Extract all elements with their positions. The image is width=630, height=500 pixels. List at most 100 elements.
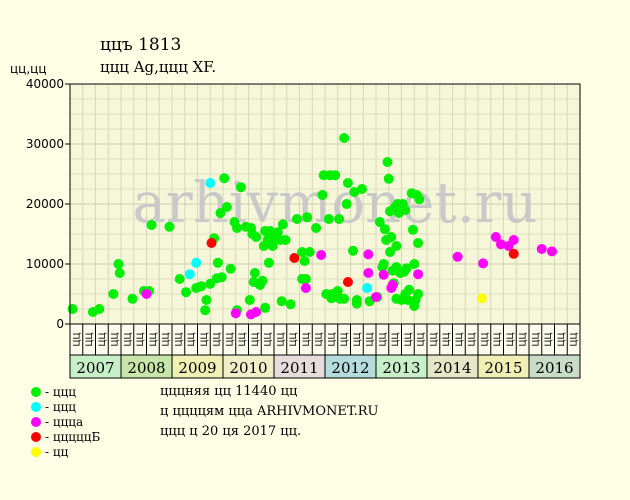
data-point: [184, 269, 195, 280]
quarter-label: ЦЦ: [289, 333, 299, 347]
data-point: [232, 223, 243, 233]
legend-label: - цц: [45, 445, 69, 459]
data-point: [341, 199, 352, 209]
data-point: [348, 245, 359, 256]
data-point: [212, 257, 223, 268]
data-point: [317, 190, 328, 200]
legend-label: - ццц: [45, 385, 76, 399]
quarter-label: ЦЦ: [493, 333, 503, 347]
quarter-label: ЦЦ: [315, 333, 325, 347]
data-point: [299, 256, 310, 266]
year-label: 2010: [229, 359, 267, 377]
quarter-label: ЦЦ: [136, 333, 146, 347]
data-point: [495, 239, 506, 250]
data-point: [206, 238, 217, 248]
quarter-label: ЦЦ: [442, 333, 452, 347]
quarter-label: ЦЦ: [570, 333, 580, 347]
data-point: [387, 280, 398, 290]
quarter-label: ЦЦ: [213, 333, 223, 347]
quarter-label: ЦЦ: [123, 333, 133, 347]
footer-note: ц ццццям ццa ARHIVMONET.RU: [160, 404, 379, 419]
y-tick-label: 30000: [26, 137, 64, 151]
data-point: [401, 263, 412, 274]
data-point: [349, 187, 360, 197]
data-point: [219, 173, 230, 184]
data-point: [249, 268, 260, 278]
quarter-label: ЦЦ: [544, 333, 554, 347]
data-point: [386, 232, 397, 242]
data-point: [225, 263, 236, 274]
data-point: [205, 178, 216, 188]
data-point: [379, 224, 390, 235]
data-point: [164, 221, 175, 232]
data-point: [300, 274, 311, 284]
data-point: [363, 249, 374, 260]
data-point: [413, 289, 424, 299]
data-point: [383, 173, 394, 184]
data-point: [174, 274, 185, 284]
data-point: [221, 202, 232, 212]
quarter-label: ЦЦ: [455, 333, 465, 347]
data-point: [201, 295, 212, 305]
data-point: [297, 247, 308, 257]
data-point: [378, 259, 389, 269]
quarter-label: ЦЦ: [531, 333, 541, 347]
data-point: [235, 182, 246, 193]
data-point: [260, 302, 271, 313]
data-point: [191, 257, 202, 268]
data-point: [409, 259, 420, 269]
year-label: 2012: [331, 359, 369, 377]
data-point: [285, 299, 296, 310]
quarter-label: ЦЦ: [327, 333, 337, 347]
data-point: [277, 219, 288, 230]
legend-marker: [31, 402, 41, 412]
data-point: [490, 232, 501, 242]
quarter-label: ЦЦ: [98, 333, 108, 347]
data-point: [385, 247, 396, 257]
legend-marker: [31, 432, 41, 442]
data-point: [230, 308, 241, 319]
data-point: [356, 184, 367, 194]
data-point: [291, 214, 302, 224]
data-point: [113, 259, 124, 269]
data-point: [414, 194, 425, 205]
data-point: [200, 305, 211, 316]
quarter-label: ЦЦ: [506, 333, 516, 347]
data-point: [304, 247, 315, 257]
data-point: [362, 283, 373, 293]
quarter-label: ЦЦ: [391, 333, 401, 347]
data-point: [302, 212, 313, 223]
chart-subtitle: ццц Ag,ццц XF.: [100, 58, 216, 76]
year-label: 2011: [280, 359, 318, 377]
chart-title: ццъ 1813: [100, 35, 181, 55]
year-label: 2009: [178, 359, 216, 377]
data-point: [378, 269, 389, 280]
data-point: [363, 268, 374, 278]
data-point: [478, 258, 489, 269]
quarter-label: ЦЦ: [238, 333, 248, 347]
data-point: [404, 284, 415, 295]
quarter-label: ЦЦ: [149, 333, 159, 347]
data-point: [323, 214, 334, 224]
data-point: [251, 232, 262, 242]
quarter-label: ЦЦ: [85, 333, 95, 347]
data-point: [351, 295, 362, 305]
quarter-label: ЦЦ: [519, 333, 529, 347]
data-point: [300, 283, 311, 293]
data-point: [181, 287, 192, 298]
data-point: [332, 286, 343, 296]
y-axis-unit: цц,цц: [10, 62, 47, 76]
quarter-label: ЦЦ: [225, 333, 235, 347]
data-point: [452, 251, 463, 262]
data-point: [67, 304, 78, 314]
quarter-label: ЦЦ: [340, 333, 350, 347]
quarter-label: ЦЦ: [276, 333, 286, 347]
data-point: [251, 307, 262, 317]
data-point: [146, 220, 157, 230]
data-point: [257, 275, 268, 286]
quarter-label: ЦЦ: [162, 333, 172, 347]
quarter-label: ЦЦ: [366, 333, 376, 347]
legend-label: - ццц: [45, 400, 76, 414]
year-label: 2008: [127, 359, 165, 377]
